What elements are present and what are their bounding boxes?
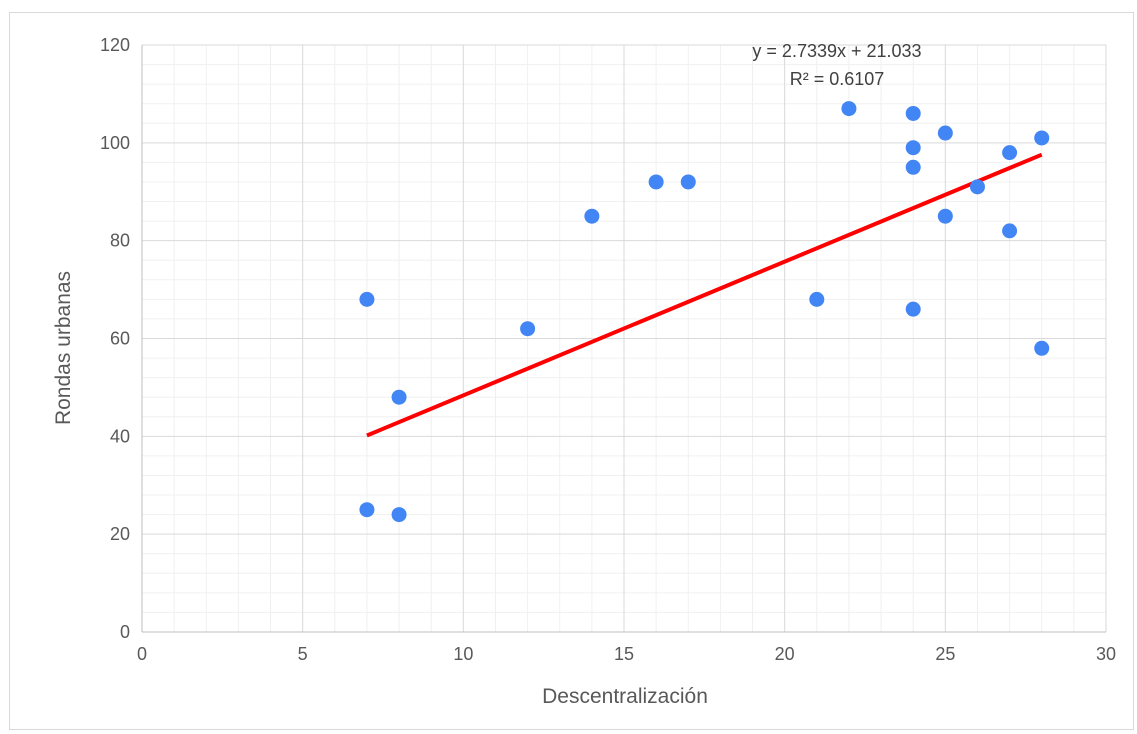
data-point bbox=[841, 101, 857, 117]
x-tick-label: 25 bbox=[935, 644, 955, 664]
axes bbox=[141, 45, 1106, 633]
data-point bbox=[1034, 340, 1050, 356]
data-point bbox=[969, 179, 985, 195]
x-tick-label: 15 bbox=[614, 644, 634, 664]
data-point bbox=[359, 502, 375, 518]
major-gridlines bbox=[141, 44, 1107, 633]
data-point bbox=[680, 174, 696, 190]
data-points bbox=[359, 101, 1050, 523]
y-tick-label: 100 bbox=[100, 133, 130, 153]
y-tick-label: 20 bbox=[110, 524, 130, 544]
trendline bbox=[366, 152, 1043, 438]
data-point bbox=[391, 507, 407, 523]
x-tick-labels: 0 5 10 15 20 25 30 bbox=[137, 644, 1116, 664]
y-tick-label: 80 bbox=[110, 231, 130, 251]
y-tick-label: 60 bbox=[110, 329, 130, 349]
data-point bbox=[809, 291, 825, 307]
trendline-group bbox=[366, 152, 1043, 438]
x-tick-label: 5 bbox=[298, 644, 308, 664]
data-point bbox=[359, 291, 375, 307]
data-point bbox=[937, 125, 953, 141]
y-tick-label: 0 bbox=[120, 622, 130, 642]
x-tick-label: 20 bbox=[775, 644, 795, 664]
data-point bbox=[648, 174, 664, 190]
y-tick-labels: 0 20 40 60 80 100 120 bbox=[100, 35, 130, 642]
y-axis-title: Rondas urbanas bbox=[52, 271, 75, 425]
data-point bbox=[905, 140, 921, 156]
data-point bbox=[520, 321, 536, 337]
data-point bbox=[905, 105, 921, 121]
x-tick-label: 10 bbox=[453, 644, 473, 664]
x-tick-label: 30 bbox=[1096, 644, 1116, 664]
data-point bbox=[1002, 223, 1018, 239]
trendline-equation: y = 2.7339x + 21.033 bbox=[752, 41, 921, 61]
chart-frame: 0 5 10 15 20 25 30 0 20 40 60 80 100 120 Descentrali… bbox=[9, 12, 1134, 730]
y-tick-label: 40 bbox=[110, 426, 130, 446]
trendline-r-squared: R² = 0.6107 bbox=[790, 69, 885, 89]
data-point bbox=[905, 159, 921, 175]
y-tick-label: 120 bbox=[100, 35, 130, 55]
data-point bbox=[391, 389, 407, 405]
x-tick-label: 0 bbox=[137, 644, 147, 664]
data-point bbox=[1002, 145, 1018, 161]
data-point bbox=[937, 208, 953, 224]
x-axis-title: Descentralización bbox=[542, 685, 708, 708]
scatter-chart: 0 5 10 15 20 25 30 0 20 40 60 80 100 120 Descentrali… bbox=[52, 35, 1116, 708]
data-point bbox=[584, 208, 600, 224]
data-point bbox=[905, 301, 921, 317]
data-point bbox=[1034, 130, 1050, 146]
